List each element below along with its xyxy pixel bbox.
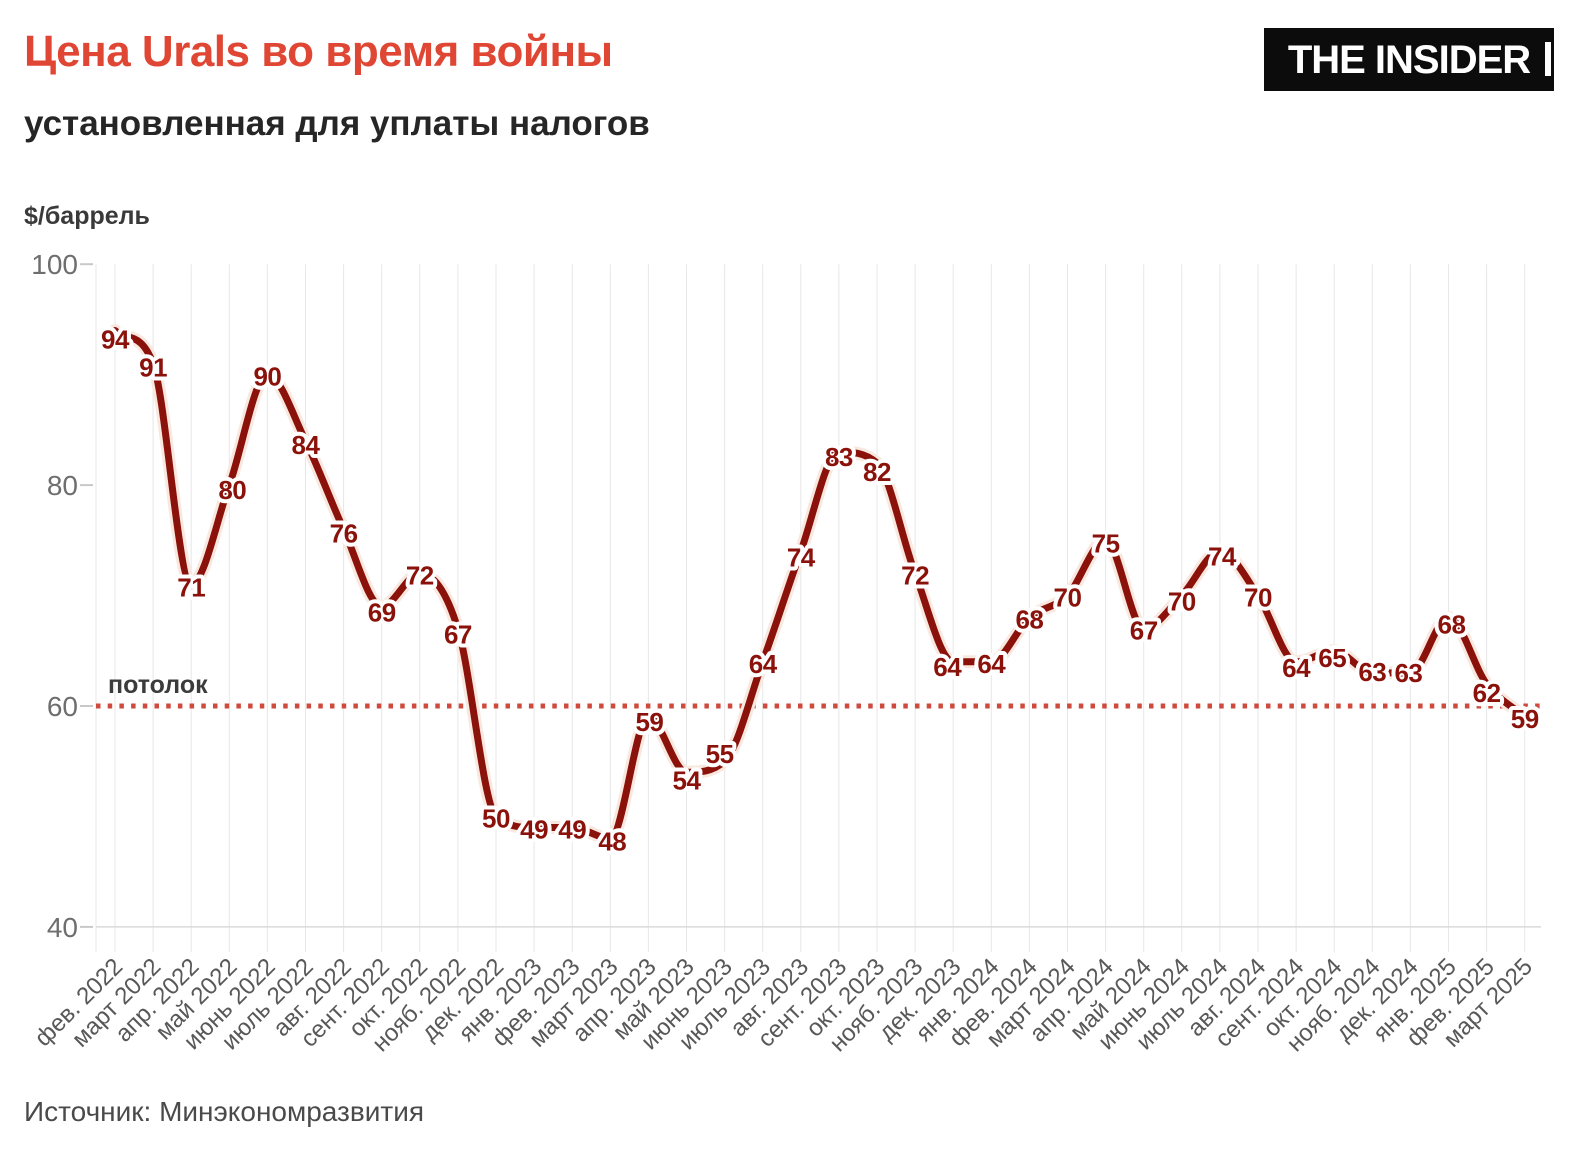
data-label: 71 — [177, 573, 205, 603]
data-label: 62 — [1473, 678, 1501, 708]
data-label: 83 — [825, 442, 853, 472]
data-label: 91 — [139, 353, 167, 383]
y-tick-label: 80 — [47, 470, 78, 501]
data-label: 67 — [1130, 616, 1158, 646]
data-label: 68 — [1015, 605, 1043, 635]
data-label: 49 — [558, 814, 586, 844]
data-label: 50 — [482, 803, 510, 833]
logo-text: THE INSIDER — [1287, 37, 1531, 82]
data-label: 94 — [101, 324, 130, 354]
data-label: 49 — [520, 814, 548, 844]
logo-cursor-bar — [1545, 42, 1551, 76]
data-label: 74 — [787, 542, 816, 572]
data-label: 70 — [1244, 583, 1272, 613]
y-tick-label: 100 — [31, 249, 78, 280]
page-title: Цена Urals во время войны — [24, 27, 613, 76]
gridlines — [95, 264, 1541, 952]
data-label: 70 — [1168, 587, 1196, 617]
data-label: 59 — [635, 707, 663, 737]
data-label: 82 — [863, 457, 891, 487]
data-label: 64 — [933, 652, 962, 682]
data-label: 64 — [977, 649, 1006, 679]
price-cap-label: потолок — [108, 671, 208, 699]
y-tick-label: 60 — [47, 691, 78, 722]
data-label: 59 — [1511, 704, 1539, 734]
price-line — [111, 327, 1529, 842]
y-axis-unit-label: $/баррель — [24, 202, 150, 230]
data-label: 55 — [706, 739, 734, 769]
y-tick-label: 40 — [47, 912, 78, 943]
price-line-halo — [108, 324, 1532, 845]
data-label: 48 — [598, 827, 626, 857]
data-label: 64 — [1282, 653, 1311, 683]
data-label: 80 — [218, 475, 246, 505]
data-label: 84 — [292, 430, 321, 460]
data-label: 76 — [330, 518, 358, 548]
data-label: 68 — [1438, 610, 1466, 640]
data-label: 70 — [1054, 583, 1082, 613]
y-axis: 40 60 80 100 — [31, 249, 93, 943]
data-label: 65 — [1318, 643, 1346, 673]
data-label: 69 — [368, 598, 396, 628]
data-label: 75 — [1092, 528, 1120, 558]
source-attribution: Источник: Минэкономразвития — [24, 1096, 425, 1127]
price-cap: потолок — [96, 671, 1541, 709]
data-label: 72 — [901, 560, 929, 590]
the-insider-logo: THE INSIDER — [1264, 28, 1554, 91]
data-label: 63 — [1358, 657, 1386, 687]
data-label: 72 — [406, 560, 434, 590]
page-subtitle: установленная для уплаты налогов — [24, 104, 650, 143]
data-label: 64 — [749, 649, 778, 679]
data-label: 63 — [1394, 658, 1422, 688]
data-label: 54 — [673, 765, 702, 795]
data-label: 67 — [444, 620, 472, 650]
price-line-group — [108, 324, 1532, 845]
data-label: 74 — [1208, 541, 1237, 571]
data-label: 90 — [253, 362, 281, 392]
